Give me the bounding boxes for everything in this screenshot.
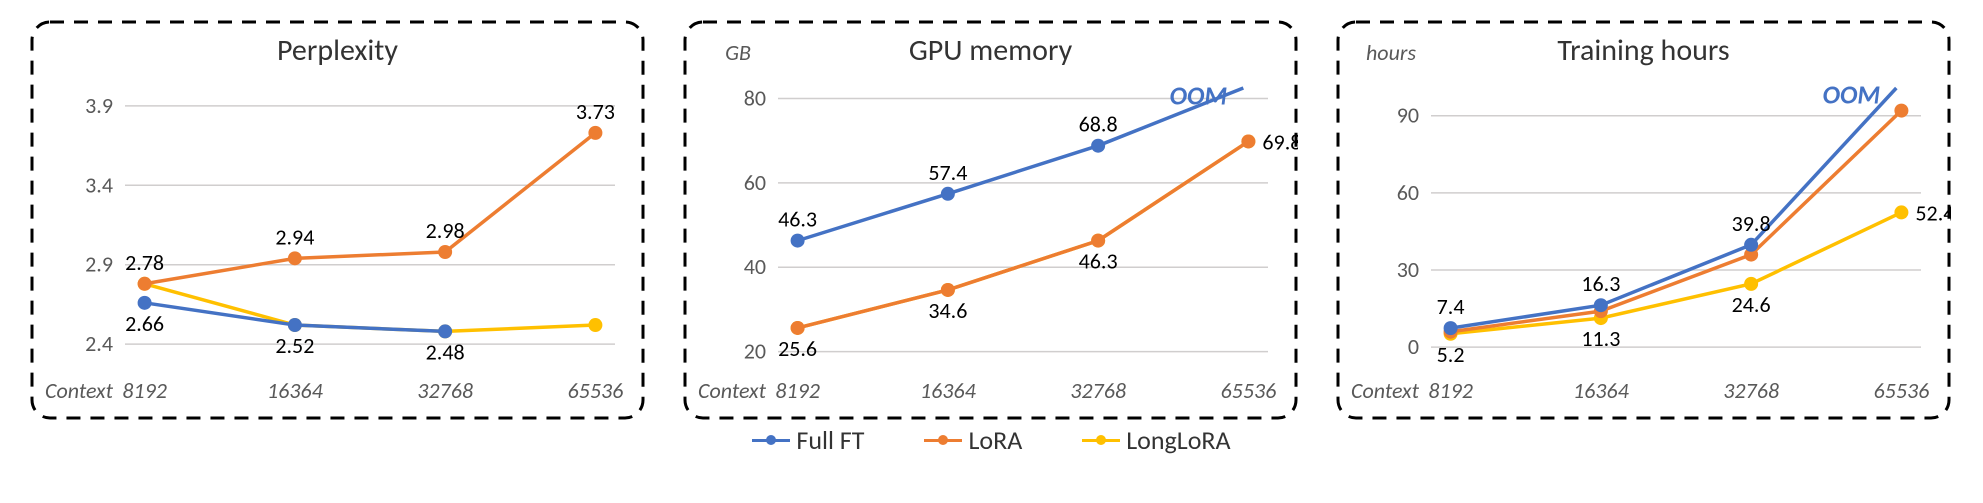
data-label: 2.78: [125, 249, 164, 276]
x-tick-label: 32768: [1070, 377, 1126, 404]
series-marker-full_ft: [138, 296, 152, 310]
series-marker-lora: [138, 277, 152, 291]
y-tick-label: 60: [744, 169, 766, 196]
x-axis-label: Context: [1351, 377, 1420, 404]
data-label: 46.3: [778, 206, 817, 233]
oom-label: OOM: [1170, 79, 1228, 111]
data-label: 46.3: [1079, 248, 1118, 275]
series-marker-full_ft: [791, 234, 805, 248]
series-marker-full_ft: [438, 324, 452, 338]
figure-row: Perplexity 2.4 2.9 3.4 3.9 8192 16364 32768 6553…: [0, 0, 1983, 420]
y-unit-label: GB: [725, 39, 751, 66]
data-label: 2.52: [275, 332, 314, 359]
chart-title: GPU memory: [909, 32, 1073, 69]
series-marker-longlora: [588, 318, 602, 332]
x-tick-label: 8192: [1428, 377, 1473, 404]
x-tick-label: 16364: [267, 377, 324, 404]
panel-border: [32, 22, 643, 418]
data-label: 68.8: [1079, 111, 1118, 138]
data-label: 34.6: [928, 297, 967, 324]
series-marker-lora: [438, 245, 452, 259]
panel-training-hours: Training hours hours 0 30 60 90 8192 16364 32768…: [1336, 20, 1951, 420]
legend-label: LongLoRA: [1126, 424, 1230, 456]
x-tick-label: 8192: [122, 377, 167, 404]
legend-item-longlora: LongLoRA: [1082, 424, 1230, 456]
data-label: 2.66: [125, 310, 164, 337]
oom-label: OOM: [1823, 79, 1881, 111]
x-tick-label: 8192: [775, 377, 820, 404]
y-tick-label: 3.4: [85, 171, 113, 198]
y-tick-label: 20: [744, 338, 766, 365]
data-label: 3.73: [576, 98, 615, 125]
x-tick-label: 16364: [920, 377, 977, 404]
series-marker-full_ft: [1594, 298, 1608, 312]
chart-title: Perplexity: [277, 32, 398, 69]
data-label: 57.4: [928, 159, 967, 186]
x-tick-label: 16364: [1573, 377, 1630, 404]
series-marker-lora: [791, 321, 805, 335]
y-tick-label: 80: [744, 84, 766, 111]
y-tick-label: 3.9: [85, 92, 113, 119]
legend-item-lora: LoRA: [924, 424, 1022, 456]
x-tick-label: 32768: [1723, 377, 1779, 404]
data-label: 11.3: [1581, 325, 1620, 352]
x-axis-label: Context: [698, 377, 767, 404]
series-marker-lora: [1091, 234, 1105, 248]
series-marker-longlora: [1894, 205, 1908, 219]
series-marker-lora: [588, 126, 602, 140]
legend-dot-icon: [938, 435, 948, 445]
data-label: 2.98: [426, 217, 465, 244]
data-label: 52.4: [1915, 199, 1951, 226]
panel-perplexity: Perplexity 2.4 2.9 3.4 3.9 8192 16364 32768 6553…: [30, 20, 645, 420]
y-tick-label: 0: [1408, 333, 1419, 360]
legend-label: LoRA: [968, 424, 1022, 456]
data-label: 5.2: [1437, 341, 1465, 368]
series-marker-full_ft: [941, 187, 955, 201]
series-marker-lora: [941, 283, 955, 297]
series-marker-lora: [1241, 134, 1255, 148]
legend-item-full_ft: Full FT: [752, 424, 864, 456]
series-marker-longlora: [1744, 277, 1758, 291]
y-tick-label: 2.4: [85, 330, 113, 357]
data-label: 25.6: [778, 335, 817, 362]
panel-gpu-memory: GPU memory GB 20 40 60 80 8192 16364 32768 65536 C…: [683, 20, 1298, 420]
y-tick-label: 60: [1397, 179, 1419, 206]
series-marker-full_ft: [288, 318, 302, 332]
x-tick-label: 65536: [568, 377, 624, 404]
data-label: 69.8: [1262, 128, 1298, 155]
data-label: 7.4: [1437, 293, 1465, 320]
data-label: 24.6: [1732, 291, 1771, 318]
legend-dot-icon: [1096, 435, 1106, 445]
y-tick-label: 40: [744, 253, 766, 280]
x-tick-label: 32768: [417, 377, 473, 404]
y-tick-label: 2.9: [85, 251, 113, 278]
y-tick-label: 90: [1397, 102, 1419, 129]
y-unit-label: hours: [1366, 39, 1416, 66]
data-label: 2.94: [275, 223, 314, 250]
data-label: 16.3: [1581, 270, 1620, 297]
legend-dot-icon: [766, 435, 776, 445]
series-marker-full_ft: [1091, 139, 1105, 153]
chart-title: Training hours: [1557, 32, 1729, 69]
legend: Full FT LoRA LongLoRA: [0, 424, 1983, 456]
y-tick-label: 30: [1397, 256, 1419, 283]
data-label: 2.48: [426, 338, 465, 365]
legend-label: Full FT: [796, 424, 864, 456]
series-marker-lora: [1894, 104, 1908, 118]
series-marker-full_ft: [1744, 238, 1758, 252]
x-tick-label: 65536: [1221, 377, 1277, 404]
x-axis-label: Context: [45, 377, 114, 404]
series-marker-full_ft: [1444, 321, 1458, 335]
x-tick-label: 65536: [1874, 377, 1930, 404]
data-label: 39.8: [1732, 210, 1771, 237]
series-marker-lora: [288, 251, 302, 265]
